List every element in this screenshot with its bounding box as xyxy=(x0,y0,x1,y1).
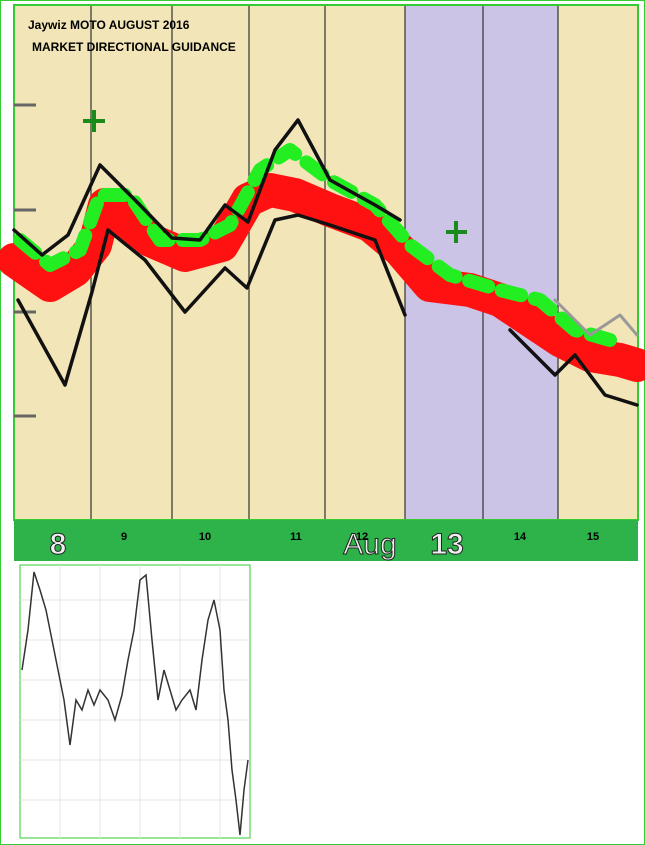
day-label: 12 xyxy=(356,531,368,543)
price-panel xyxy=(19,564,251,839)
day-label: 9 xyxy=(121,531,127,543)
day-label: 8 xyxy=(50,528,67,561)
price-chart xyxy=(19,564,251,839)
day-label: 14 xyxy=(514,531,527,543)
chart-subtitle: MARKET DIRECTIONAL GUIDANCE xyxy=(32,40,236,54)
date-strip xyxy=(14,520,638,561)
price-series xyxy=(21,571,249,836)
day-label: 10 xyxy=(199,531,211,543)
upper-outline-right xyxy=(553,298,639,337)
day-labels: 8 9 10 11 12 13 14 15 xyxy=(49,527,599,561)
red-band xyxy=(0,173,645,382)
month-label: Aug xyxy=(343,528,396,561)
green-band xyxy=(13,143,617,347)
chart-title: Jaywiz MOTO AUGUST 2016 xyxy=(28,18,190,32)
lower-outline-right xyxy=(508,328,639,407)
lower-outline xyxy=(16,213,407,387)
cross-markers xyxy=(83,110,467,243)
guidance-chart: Jaywiz MOTO AUGUST 2016 MARKET DIRECTION… xyxy=(0,4,645,561)
day-label: 15 xyxy=(587,531,599,543)
upper-outline xyxy=(12,118,402,257)
day-label: 13 xyxy=(430,528,463,561)
day-label: 11 xyxy=(290,531,302,543)
guidance-band xyxy=(0,118,645,407)
axis-ticks xyxy=(14,103,36,418)
price-grid xyxy=(20,565,250,838)
